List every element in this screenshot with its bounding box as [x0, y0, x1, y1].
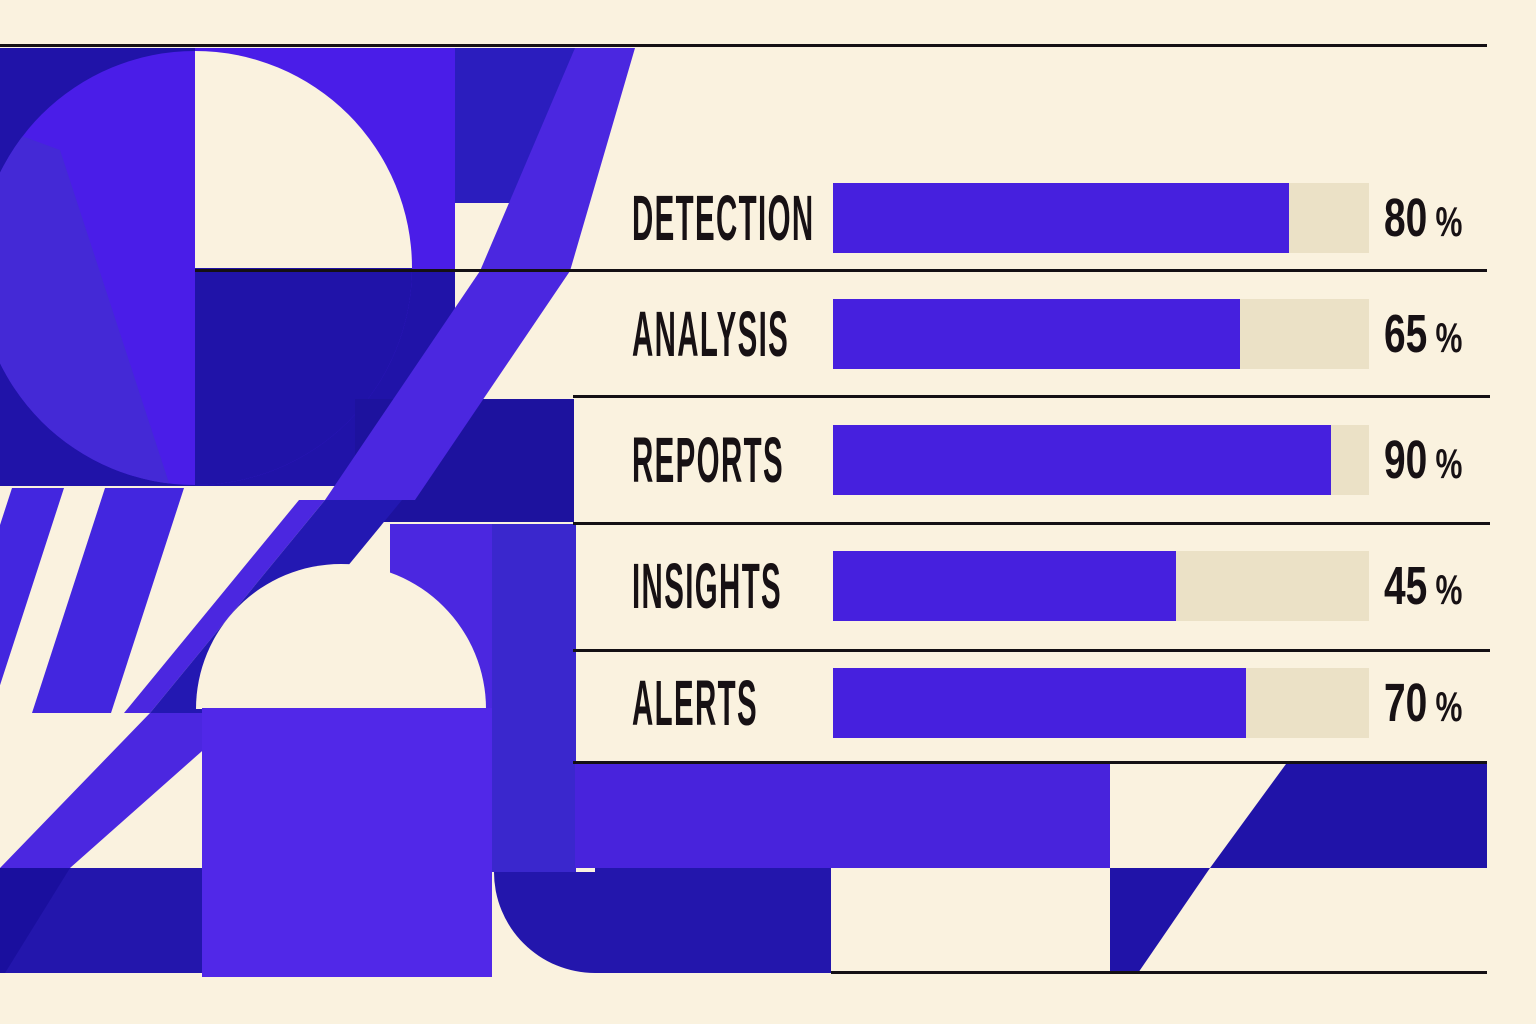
bar-track	[833, 299, 1369, 369]
percent-sign: %	[1435, 198, 1463, 245]
chart-row-insights: INSIGHTS 45 %	[0, 551, 1536, 621]
percent-sign: %	[1435, 566, 1463, 613]
separator-1	[195, 269, 1487, 272]
chart-row-alerts: ALERTS 70 %	[0, 668, 1536, 738]
percent-value: 90	[1384, 430, 1428, 490]
separator-3	[573, 522, 1490, 525]
percent-sign: %	[1435, 683, 1463, 730]
percent-sign: %	[1435, 314, 1463, 361]
bar-fill	[833, 299, 1241, 369]
bar-fill	[833, 668, 1246, 738]
bar-fill	[833, 183, 1289, 253]
separator-5	[573, 761, 1487, 764]
bar-track	[833, 425, 1369, 495]
percent-label: 65 %	[1384, 299, 1462, 369]
percent-label: 45 %	[1384, 551, 1462, 621]
percent-label: 90 %	[1384, 425, 1462, 495]
percent-label: 70 %	[1384, 668, 1462, 738]
diagonal-stripes	[0, 488, 184, 713]
row-label: ANALYSIS	[632, 298, 790, 370]
purple-column	[492, 524, 576, 872]
chart-row-reports: REPORTS 90 %	[0, 425, 1536, 495]
separator-bottom	[831, 971, 1487, 974]
dome-half-disc	[196, 564, 486, 709]
navy-parallelogram	[1210, 764, 1487, 868]
bar-track	[833, 551, 1369, 621]
percent-value: 65	[1384, 304, 1428, 364]
bar-fill	[833, 425, 1332, 495]
circle-square-motif	[0, 48, 455, 486]
percent-label: 80 %	[1384, 183, 1462, 253]
bottom-purple-rect	[575, 764, 1110, 868]
bar-track	[833, 668, 1369, 738]
row-label: ALERTS	[632, 667, 759, 739]
violet-square	[202, 708, 492, 977]
percent-value: 80	[1384, 188, 1428, 248]
percent-sign: %	[1435, 440, 1463, 487]
row-label: DETECTION	[632, 182, 815, 254]
percent-value: 45	[1384, 556, 1428, 616]
bar-track	[833, 183, 1369, 253]
chart-row-detection: DETECTION 80 %	[0, 183, 1536, 253]
percent-value: 70	[1384, 673, 1428, 733]
separator-4	[573, 649, 1490, 652]
navy-wedge	[1110, 868, 1210, 973]
separator-2	[573, 395, 1490, 398]
row-label: REPORTS	[632, 424, 784, 496]
bar-fill	[833, 551, 1177, 621]
row-label: INSIGHTS	[632, 550, 783, 622]
chart-row-analysis: ANALYSIS 65 %	[0, 299, 1536, 369]
separator-top	[0, 44, 1487, 47]
